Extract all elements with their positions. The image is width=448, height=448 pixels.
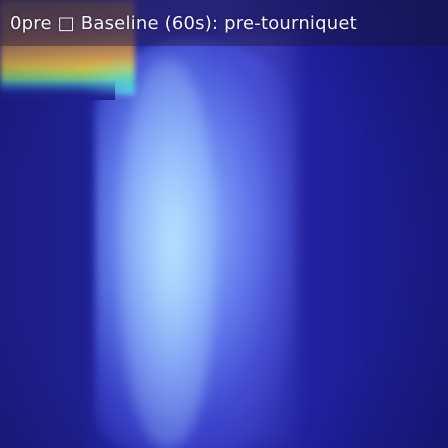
thermal-warm-core (120, 60, 215, 448)
thermal-corner-fade (0, 80, 115, 100)
title-bar: 0pre □ Baseline (60s): pre-tourniquet (0, 0, 448, 46)
image-title: 0pre □ Baseline (60s): pre-tourniquet (10, 13, 357, 34)
